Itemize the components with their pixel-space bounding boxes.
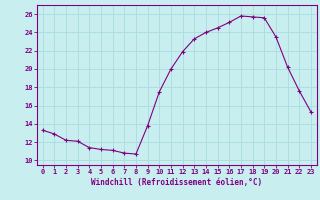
X-axis label: Windchill (Refroidissement éolien,°C): Windchill (Refroidissement éolien,°C) <box>91 178 262 187</box>
